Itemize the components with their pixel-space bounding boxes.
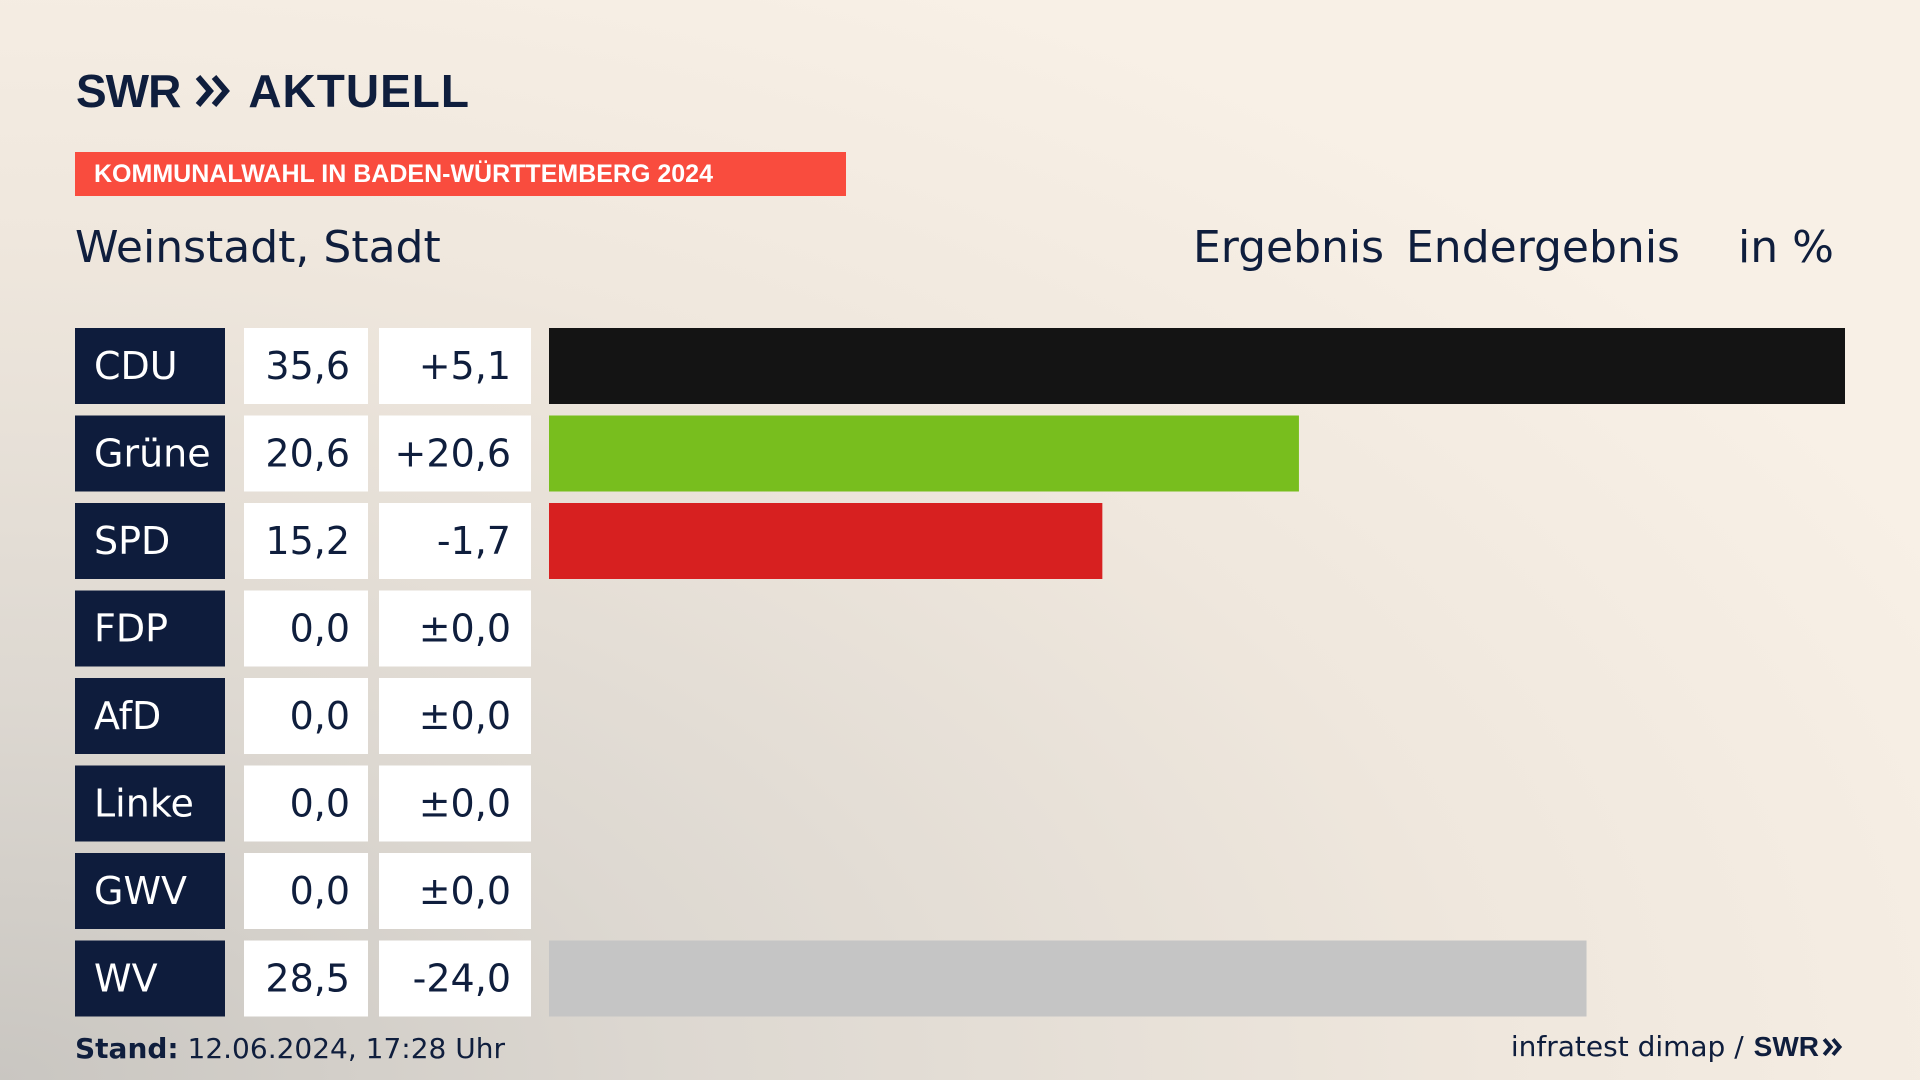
party-label-box xyxy=(75,415,225,492)
result-bar xyxy=(549,328,1845,404)
source-credit: infratest dimap / SWR xyxy=(1511,1030,1844,1063)
change-cell xyxy=(379,328,531,404)
change-label: +5,1 xyxy=(419,344,511,388)
party-label-box xyxy=(75,765,225,842)
change-cell xyxy=(379,853,531,929)
party-label-box xyxy=(75,940,225,1017)
party-label: FDP xyxy=(94,607,168,651)
change-cell xyxy=(379,765,531,842)
value-cell xyxy=(244,853,368,929)
party-row: AfD 0,0 ±0,0 xyxy=(75,678,531,754)
double-chevron-small-icon xyxy=(1822,1037,1843,1056)
value-cell xyxy=(244,415,368,492)
change-label: +20,6 xyxy=(395,432,511,476)
stand-label: Stand: xyxy=(75,1032,179,1065)
party-label: Linke xyxy=(94,782,194,826)
party-row: Grüne 20,6 +20,6 xyxy=(75,415,1299,492)
stand-value: 12.06.2024, 17:28 Uhr xyxy=(187,1032,505,1065)
party-label: CDU xyxy=(94,344,178,388)
aktuell-logo-text: AKTUELL xyxy=(248,65,470,117)
change-cell xyxy=(379,940,531,1017)
value-label: 0,0 xyxy=(290,869,350,913)
swr-small-logo-text: SWR xyxy=(1753,1030,1819,1062)
party-label-box xyxy=(75,590,225,667)
swr-aktuell-logo: SWR AKTUELL xyxy=(76,65,470,117)
value-cell xyxy=(244,590,368,667)
value-label: 0,0 xyxy=(290,607,350,651)
value-label: 0,0 xyxy=(290,782,350,826)
party-row: GWV 0,0 ±0,0 xyxy=(75,853,531,929)
value-label: 28,5 xyxy=(265,957,350,1001)
party-row: FDP 0,0 ±0,0 xyxy=(75,590,531,667)
change-cell xyxy=(379,590,531,667)
party-label: WV xyxy=(94,957,158,1001)
swr-logo-text: SWR xyxy=(76,65,181,117)
party-row: SPD 15,2 -1,7 xyxy=(75,503,1103,579)
result-bar xyxy=(549,503,1103,579)
double-chevron-icon xyxy=(196,75,231,107)
election-banner: KOMMUNALWAHL IN BADEN-WÜRTTEMBERG 2024 xyxy=(75,152,846,196)
change-cell xyxy=(379,678,531,754)
status-header: Endergebnis xyxy=(1406,222,1680,273)
value-cell xyxy=(244,328,368,404)
result-header: Ergebnis xyxy=(1193,222,1385,273)
value-cell xyxy=(244,765,368,842)
place-title: Weinstadt, Stadt xyxy=(75,222,441,273)
party-label: SPD xyxy=(94,519,170,563)
timestamp: Stand: 12.06.2024, 17:28 Uhr xyxy=(75,1032,505,1065)
source-text: infratest dimap / xyxy=(1510,1030,1744,1063)
value-label: 0,0 xyxy=(290,694,350,738)
result-bar xyxy=(549,940,1587,1017)
change-cell xyxy=(379,415,531,492)
change-label: ±0,0 xyxy=(419,782,511,826)
change-cell xyxy=(379,503,531,579)
party-row: WV 28,5 -24,0 xyxy=(75,940,1587,1017)
change-label: ±0,0 xyxy=(419,694,511,738)
party-row: Linke 0,0 ±0,0 xyxy=(75,765,531,842)
unit-header: in % xyxy=(1738,222,1834,273)
value-label: 20,6 xyxy=(265,432,350,476)
value-cell xyxy=(244,678,368,754)
party-label: Grüne xyxy=(94,432,211,476)
value-cell xyxy=(244,503,368,579)
party-label: AfD xyxy=(94,694,161,738)
value-label: 15,2 xyxy=(265,519,350,563)
party-label-box xyxy=(75,678,225,754)
value-label: 35,6 xyxy=(265,344,350,388)
result-bar xyxy=(549,415,1299,492)
change-label: ±0,0 xyxy=(419,607,511,651)
change-label: -1,7 xyxy=(437,519,511,563)
party-label-box xyxy=(75,328,225,404)
value-cell xyxy=(244,940,368,1017)
party-label-box xyxy=(75,853,225,929)
swr-small-logo: SWR xyxy=(1754,1031,1844,1063)
party-label: GWV xyxy=(94,869,187,913)
party-label-box xyxy=(75,503,225,579)
party-row: CDU 35,6 +5,1 xyxy=(75,328,1845,404)
change-label: -24,0 xyxy=(413,957,511,1001)
change-label: ±0,0 xyxy=(419,869,511,913)
